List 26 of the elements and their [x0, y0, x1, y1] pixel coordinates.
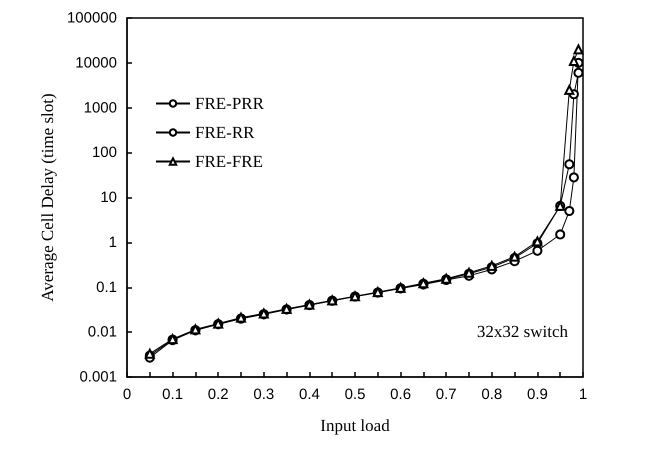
y-tick-label: 1	[108, 234, 117, 251]
legend-label: FRE-FRE	[195, 152, 264, 171]
x-tick-label: 0	[122, 386, 132, 403]
x-tick-label: 0.2	[208, 386, 229, 403]
x-tick-label: 0.4	[298, 386, 320, 403]
y-tick-label: 100	[92, 144, 117, 162]
y-tick-label: 0.01	[88, 324, 117, 341]
y-tick-label: 10000	[75, 54, 117, 72]
y-tick-label: 100000	[66, 10, 117, 26]
y-axis-title: Average Cell Delay (time slot)	[38, 93, 58, 302]
x-axis-title: Input load	[320, 416, 390, 435]
annotation: 32x32 switch	[476, 322, 568, 341]
x-tick-label: 0.3	[253, 386, 274, 403]
x-tick-label: 1	[578, 386, 588, 403]
y-tick-label: 1000	[84, 99, 117, 116]
x-tick-label: 0.1	[162, 386, 184, 403]
y-tick-label: 10	[100, 189, 117, 206]
x-tick-label: 0.7	[436, 386, 457, 403]
x-tick-label: 0.6	[390, 386, 412, 403]
y-tick-label: 0.001	[79, 368, 117, 386]
y-tick-label: 0.1	[96, 278, 117, 296]
x-tick-label: 0.9	[526, 386, 548, 403]
legend-label: FRE-PRR	[195, 94, 265, 113]
x-tick-label: 0.5	[344, 386, 366, 403]
x-tick-label: 0.8	[481, 386, 502, 403]
legend-label: FRE-RR	[195, 123, 256, 142]
